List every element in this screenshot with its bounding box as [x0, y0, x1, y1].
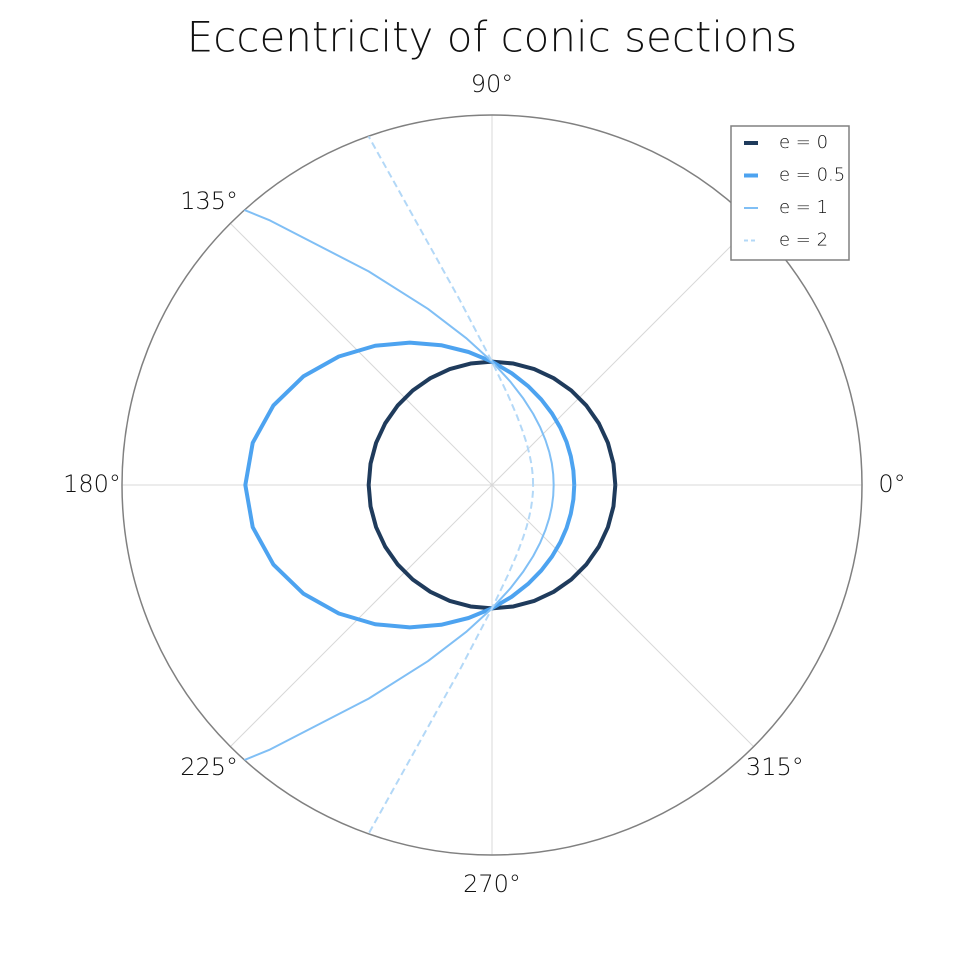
series-line	[243, 340, 577, 630]
theta-tick-label: 90°	[471, 70, 514, 98]
theta-tick-label: 270°	[463, 870, 521, 898]
legend-label: e = 1	[779, 197, 828, 218]
theta-tick-label: 180°	[63, 470, 121, 498]
theta-tick-label: 0°	[878, 470, 905, 498]
series-line	[357, 117, 535, 853]
theta-tick-label: 225°	[180, 753, 238, 781]
legend-box	[730, 125, 850, 261]
grid-line	[230, 484, 493, 747]
grid-line	[491, 223, 754, 486]
legend-label: e = 0.5	[779, 165, 845, 186]
chart-title: Eccentricity of conic sections	[187, 13, 798, 62]
legend-label: e = 0	[779, 132, 828, 153]
series-line	[122, 145, 555, 825]
theta-tick-label: 135°	[180, 187, 238, 215]
series-line	[366, 359, 618, 611]
grid-line	[491, 484, 754, 747]
legend-label: e = 2	[779, 230, 828, 251]
grid-line	[230, 223, 493, 486]
theta-tick-label: 315°	[746, 753, 804, 781]
polar-frame	[121, 114, 863, 856]
plot-area	[122, 117, 618, 853]
